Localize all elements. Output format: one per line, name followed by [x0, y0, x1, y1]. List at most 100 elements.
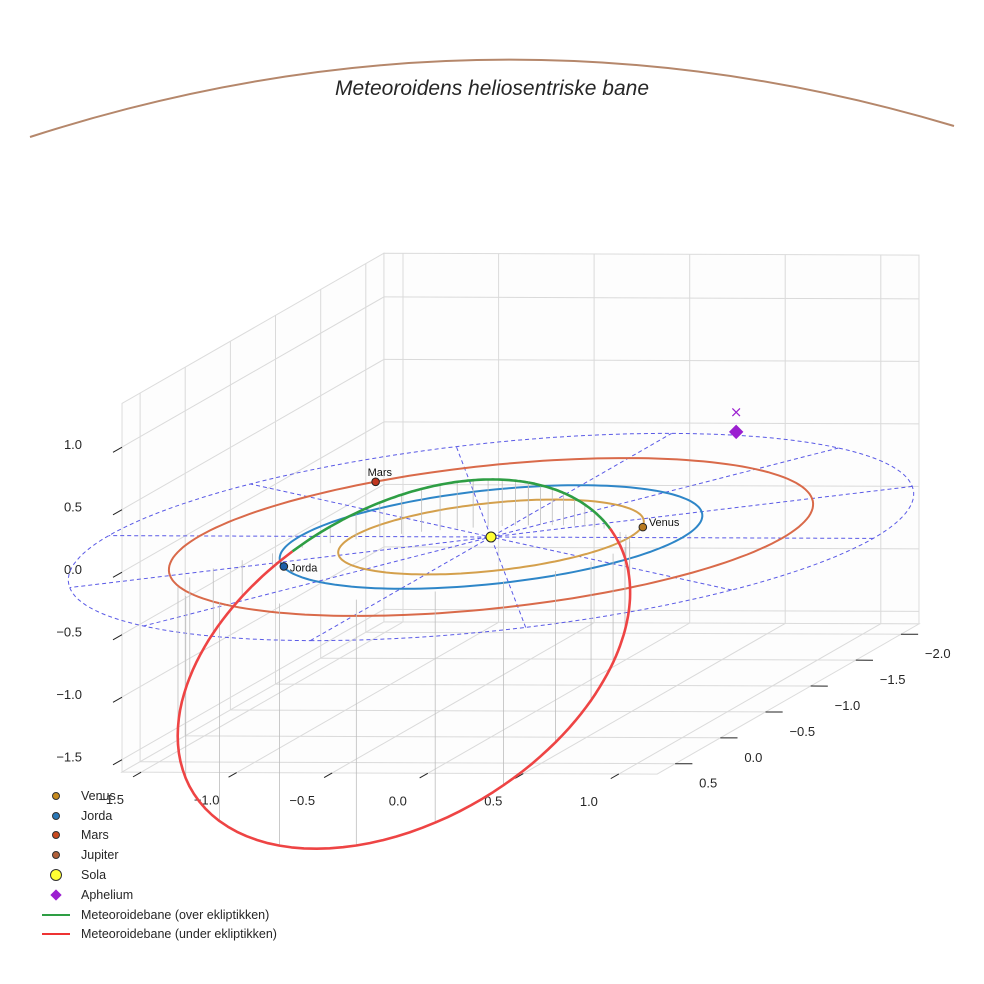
y-tick [419, 772, 429, 779]
sola-marker [485, 531, 497, 543]
legend-label: Mars [81, 828, 109, 843]
legend-symbol [38, 809, 74, 823]
venus-label: Venus [649, 517, 680, 529]
z-tick [112, 446, 123, 453]
legend-swatch [52, 831, 60, 840]
z-tick [112, 571, 123, 578]
grid-line [185, 735, 721, 739]
meteoroid-orbit-above [528, 481, 611, 530]
jorda-marker [279, 562, 289, 571]
mars-orbit [167, 457, 815, 617]
y-tick-label: 0.5 [484, 794, 502, 809]
legend-swatch [50, 869, 62, 882]
x-tick-label: 0.0 [744, 750, 762, 765]
legend-item: Sola [38, 865, 277, 885]
grid-line [383, 421, 920, 425]
legend-swatch [52, 811, 60, 820]
legend-item: Aphelium [38, 885, 277, 905]
legend-label: Jupiter [81, 848, 119, 863]
z-tick [112, 634, 123, 641]
legend-label: Venus [81, 788, 116, 803]
legend-symbol [38, 868, 74, 882]
x-tick-label: −1.0 [835, 698, 861, 713]
legend-symbol [38, 789, 74, 803]
grid-line [236, 621, 499, 774]
z-tick-label: −1.0 [56, 687, 82, 702]
meteoroid-orbit-below [176, 527, 632, 850]
legend-label: Meteoroidebane (under ekliptikken) [81, 927, 277, 942]
grid-line [320, 657, 856, 661]
legend-swatch [42, 933, 70, 936]
grid-line [383, 296, 920, 300]
y-tick-label: 1.0 [580, 794, 598, 809]
legend-item: Venus [38, 786, 277, 806]
z-tick [112, 759, 123, 766]
legend-symbol [38, 927, 74, 941]
legend-swatch [52, 791, 60, 800]
x-tick-label: −0.5 [789, 724, 815, 739]
grid-line [140, 761, 676, 765]
jorda-label: Jorda [290, 562, 318, 574]
y-tick [514, 773, 524, 779]
legend-swatch [50, 889, 62, 901]
legend-label: Meteoroidebane (over ekliptikken) [81, 907, 270, 922]
legend-item: Meteoroidebane (under ekliptikken) [38, 925, 277, 945]
z-tick-label: 1.0 [64, 437, 82, 452]
grid-line [121, 546, 385, 698]
grid-line [140, 621, 404, 773]
y-tick-label: −0.5 [289, 793, 315, 808]
ecliptic-spoke [455, 446, 527, 628]
z-tick-label: −1.5 [56, 750, 82, 765]
aphelion-marker [728, 424, 744, 440]
grid-line [230, 709, 766, 713]
grid-line [121, 608, 385, 761]
jupiter-orbit [29, 58, 955, 138]
z-tick-label: −0.5 [56, 625, 82, 640]
grid-line [618, 623, 882, 775]
y-tick [610, 773, 620, 780]
y-tick [228, 772, 237, 778]
legend-swatch [52, 851, 60, 860]
z-tick [112, 696, 123, 703]
legend-item: Mars [38, 826, 277, 846]
y-tick-label: −1.5 [98, 792, 124, 807]
z-tick-label: 0.0 [64, 562, 82, 577]
ecliptic-spoke [108, 535, 874, 539]
x-tick-label: −2.0 [925, 646, 951, 661]
venus-orbit [337, 498, 645, 576]
mars-label: Mars [368, 467, 393, 479]
legend-item: Meteoroidebane (over ekliptikken) [38, 905, 277, 925]
legend-item: Jorda [38, 806, 277, 826]
mars-marker [371, 477, 380, 487]
grid-line [275, 683, 811, 687]
z-tick [112, 509, 123, 516]
grid-line [121, 483, 385, 636]
legend: Venus Jorda Mars Jupiter Sola Aphelium Meteoro… [38, 786, 277, 944]
legend-label: Sola [81, 868, 107, 883]
grid-line [427, 622, 690, 774]
legend-label: Jorda [81, 808, 113, 823]
legend-swatch [42, 913, 70, 916]
legend-symbol [38, 888, 74, 902]
grid-line [365, 631, 901, 635]
chart-title: Meteoroidens heliosentriske bane [335, 77, 649, 100]
grid-line [121, 421, 385, 573]
grid-line [121, 296, 385, 448]
y-tick-label: 0.0 [389, 793, 407, 808]
legend-item: Jupiter [38, 845, 277, 865]
grid-line [383, 358, 920, 362]
legend-symbol [38, 848, 74, 862]
ecliptic-spoke [69, 485, 913, 589]
meteoroid-orbit-above [291, 478, 529, 553]
x-tick-label: −1.5 [880, 672, 906, 687]
legend-symbol [38, 828, 74, 842]
grid-line [121, 358, 385, 511]
venus-marker [638, 522, 648, 532]
back-pane [383, 252, 920, 625]
x-tick-label: 0.5 [699, 776, 717, 791]
z-tick-label: 0.5 [64, 500, 82, 515]
grid-line [383, 546, 920, 550]
y-tick [323, 772, 333, 779]
grid-line [331, 622, 595, 774]
